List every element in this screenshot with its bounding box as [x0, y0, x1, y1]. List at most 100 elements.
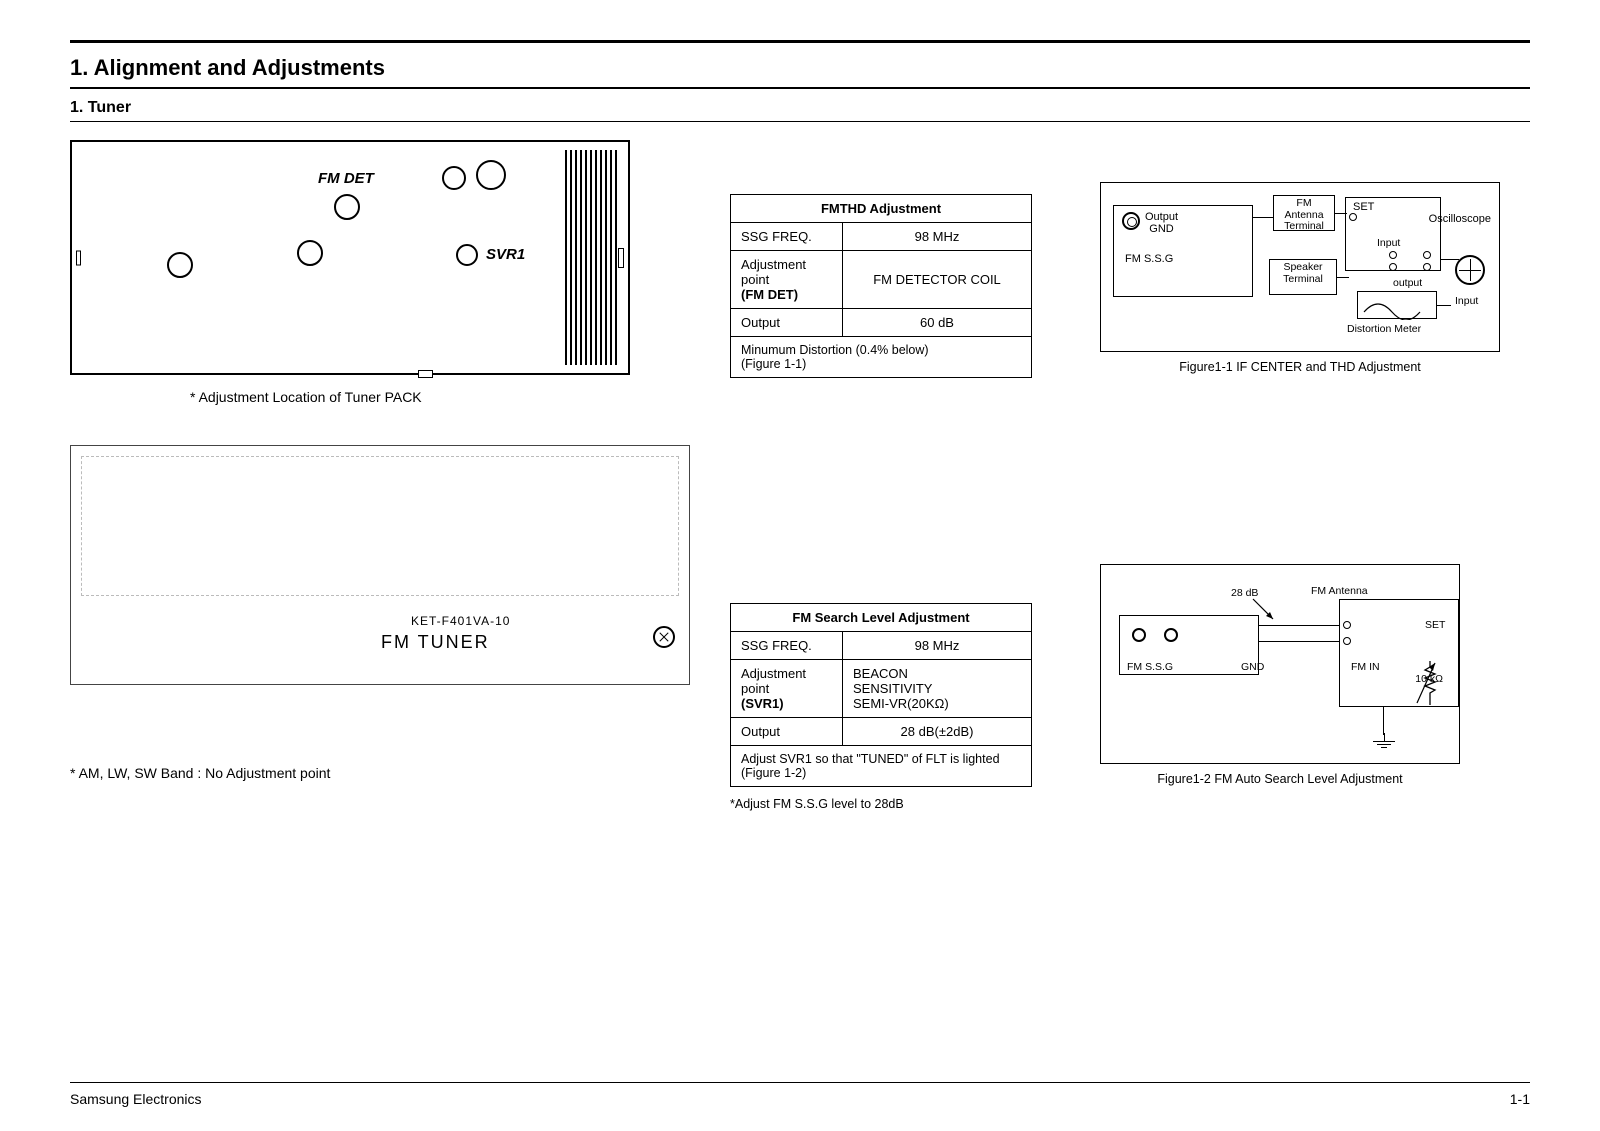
fig2-ground-icon [1371, 733, 1397, 751]
pack-circle [476, 160, 506, 190]
fig1-speaker-label: Speaker Terminal [1283, 261, 1323, 285]
cell-adjpoint-bold: (FM DET) [741, 287, 798, 302]
fig1-wire [1337, 277, 1349, 278]
pack-label-svr1: SVR1 [486, 246, 525, 263]
fig1-output-gnd: Output GND [1145, 211, 1178, 235]
fig1-wire [1335, 213, 1347, 214]
fig2-arrow-icon [1249, 595, 1279, 625]
cell2-ssgfreq-value: 98 MHz [843, 632, 1032, 660]
cell2-adjpoint-l1: Adjustment [741, 666, 806, 681]
fig2-ssg-label: FM S.S.G [1127, 661, 1173, 673]
fig2-jack [1343, 637, 1351, 645]
rule-under-title [70, 87, 1530, 89]
fig1-jack [1423, 263, 1431, 271]
tuner-pack-diagram: FM DET SVR1 [70, 140, 630, 375]
pack-circle [442, 166, 466, 190]
fig2-antenna-label: FM Antenna [1311, 585, 1368, 597]
board-detail-area [81, 456, 679, 596]
fig2-jack [1343, 621, 1351, 629]
table-fmsearch: FM Search Level Adjustment SSG FREQ. 98 … [730, 603, 1032, 787]
pack-circle [297, 240, 323, 266]
cell2-adjpoint-l2: point [741, 681, 769, 696]
fig1-wire [1437, 305, 1451, 306]
fig1-speaker-box: Speaker Terminal [1269, 259, 1337, 295]
fig1-oscilloscope-label: Oscilloscope [1429, 213, 1491, 225]
figure-1-2: 28 dB FM Antenna FM S.S.G GND SET FM IN … [1100, 564, 1460, 764]
pack-right-tab [618, 248, 624, 268]
fig2-wire [1383, 707, 1384, 735]
fig2-knob-icon [1132, 628, 1146, 642]
fig1-wire [1253, 217, 1273, 218]
cell-ssgfreq-value: 98 MHz [843, 223, 1032, 251]
table-fmsearch-title: FM Search Level Adjustment [731, 604, 1032, 632]
fig1-set-label: SET [1353, 201, 1374, 213]
cell2-output-value: 28 dB(±2dB) [843, 718, 1032, 746]
table-fmthd-title: FMTHD Adjustment [731, 195, 1032, 223]
board-screw-icon [653, 626, 675, 648]
fig1-wave-icon [1358, 292, 1438, 320]
fig1-knob-icon [1122, 212, 1140, 230]
pack-circle [167, 252, 193, 278]
cell2-output-label: Output [731, 718, 843, 746]
footer-right: 1-1 [1510, 1091, 1530, 1107]
cell-adjpoint-l2: point [741, 272, 769, 287]
fig1-distortion-box [1357, 291, 1437, 319]
pack-bottom-tab [418, 370, 433, 378]
fig1-oscilloscope-icon [1455, 255, 1485, 285]
tuner-board-model: KET-F401VA-10 [411, 614, 510, 628]
cell2-adjpoint-bold: (SVR1) [741, 696, 784, 711]
cell-adjpoint-label: Adjustment point (FM DET) [731, 251, 843, 309]
fig1-output-label: output [1393, 277, 1422, 289]
cell2-ssgfreq-label: SSG FREQ. [731, 632, 843, 660]
fig1-input2-label: Input [1455, 295, 1478, 307]
pack-fmdet-circle [334, 194, 360, 220]
cell2-val-l1: BEACON [853, 666, 908, 681]
cell2-val-l3: SEMI-VR(20KΩ) [853, 696, 949, 711]
footer-rule [70, 1082, 1530, 1083]
cell2-adjpoint-label: Adjustment point (SVR1) [731, 660, 843, 718]
page-footer: Samsung Electronics 1-1 [70, 1091, 1530, 1107]
pack-bars [565, 150, 620, 365]
fig1-antenna-box: FM Antenna Terminal [1273, 195, 1335, 231]
cell-output-value: 60 dB [843, 309, 1032, 337]
fig1-fm-ssg: FM S.S.G [1125, 253, 1173, 265]
fig1-jack [1389, 263, 1397, 271]
table-fmthd: FMTHD Adjustment SSG FREQ. 98 MHz Adjust… [730, 194, 1032, 378]
pack-left-tab [76, 250, 81, 265]
top-rule [70, 40, 1530, 43]
cell-adjpoint-value: FM DETECTOR COIL [843, 251, 1032, 309]
fig2-knob-icon [1164, 628, 1178, 642]
fig2-set-box [1339, 599, 1459, 707]
pack-caption: * Adjustment Location of Tuner PACK [190, 389, 730, 405]
fig1-ssg-block [1113, 205, 1253, 297]
pack-svr1-circle [456, 244, 478, 266]
cell2-note: Adjust SVR1 so that "TUNED" of FLT is li… [731, 746, 1032, 787]
cell2-adjpoint-value: BEACON SENSITIVITY SEMI-VR(20KΩ) [843, 660, 1032, 718]
fig1-input-label: Input [1377, 237, 1400, 249]
fig2-gnd-label: GND [1241, 661, 1264, 673]
cell-thd-note: Minumum Distortion (0.4% below) (Figure … [731, 337, 1032, 378]
figure-1-1: Output GND FM S.S.G FM Antenna Terminal … [1100, 182, 1500, 352]
cell-adjpoint-l1: Adjustment [741, 257, 806, 272]
fig1-jack [1349, 213, 1357, 221]
section-title: 1. Alignment and Adjustments [70, 55, 1530, 81]
fig1-distortion-label: Distortion Meter [1347, 323, 1421, 335]
tuner-board-label: FM TUNER [381, 632, 490, 653]
cell2-val-l2: SENSITIVITY [853, 681, 932, 696]
pack-label-fmdet: FM DET [318, 170, 374, 187]
figure-1-2-caption: Figure1-2 FM Auto Search Level Adjustmen… [1100, 772, 1460, 786]
cell-ssgfreq-label: SSG FREQ. [731, 223, 843, 251]
fig2-res-arrow-icon [1415, 659, 1439, 707]
fig2-wire [1259, 641, 1339, 642]
fig1-antenna-label: FM Antenna Terminal [1284, 197, 1324, 232]
fig1-jack [1389, 251, 1397, 259]
fig1-jack [1423, 251, 1431, 259]
search-below-note: *Adjust FM S.S.G level to 28dB [730, 797, 1070, 811]
fig2-wire [1259, 625, 1339, 626]
subsection-title: 1. Tuner [70, 99, 1530, 117]
fig2-set-label: SET [1425, 619, 1445, 631]
figure-1-1-caption: Figure1-1 IF CENTER and THD Adjustment [1100, 360, 1500, 374]
footer-left: Samsung Electronics [70, 1091, 202, 1107]
fig1-wire [1441, 259, 1459, 260]
cell-output-label: Output [731, 309, 843, 337]
